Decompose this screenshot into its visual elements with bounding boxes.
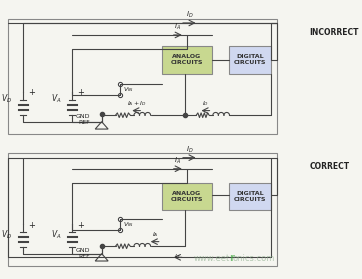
Text: $V_D$: $V_D$: [1, 229, 12, 241]
Text: DIGITAL
CIRCUITS: DIGITAL CIRCUITS: [234, 54, 266, 66]
Bar: [162, 46, 212, 74]
Text: +: +: [77, 88, 84, 97]
Bar: [229, 182, 272, 210]
Text: INCORRECT: INCORRECT: [309, 28, 359, 37]
Text: DIGITAL
CIRCUITS: DIGITAL CIRCUITS: [234, 191, 266, 202]
Text: +: +: [28, 220, 35, 230]
Text: GND
REF: GND REF: [75, 248, 90, 259]
Bar: [8, 19, 277, 134]
Text: $V_A$: $V_A$: [51, 92, 61, 105]
Text: r: r: [229, 253, 234, 263]
Text: GND
REF: GND REF: [75, 114, 90, 126]
Text: www.eet: www.eet: [194, 254, 230, 263]
Text: CORRECT: CORRECT: [309, 162, 349, 171]
Text: $V_A$: $V_A$: [51, 229, 61, 241]
Text: $I_D$: $I_D$: [202, 99, 209, 108]
Bar: [162, 182, 212, 210]
Text: $I_A + I_D$: $I_A + I_D$: [127, 99, 147, 108]
Text: $V_D$: $V_D$: [1, 92, 12, 105]
Text: ANALOG
CIRCUITS: ANALOG CIRCUITS: [171, 54, 203, 66]
Text: +: +: [77, 220, 84, 230]
Text: $I_A$: $I_A$: [174, 22, 181, 32]
Text: $I_D$: $I_D$: [186, 10, 193, 20]
Text: +: +: [28, 88, 35, 97]
Text: $I_A$: $I_A$: [152, 230, 159, 239]
Text: $V_{IN}$: $V_{IN}$: [123, 85, 134, 94]
Text: onics.com: onics.com: [233, 254, 275, 263]
Text: $I_A$: $I_A$: [174, 156, 181, 166]
Text: $V_{IN}$: $V_{IN}$: [123, 220, 134, 229]
Text: $I_D$: $I_D$: [174, 252, 181, 261]
Text: ANALOG
CIRCUITS: ANALOG CIRCUITS: [171, 191, 203, 202]
Text: $I_D$: $I_D$: [186, 145, 193, 155]
Bar: [229, 46, 272, 74]
Bar: [8, 153, 277, 266]
